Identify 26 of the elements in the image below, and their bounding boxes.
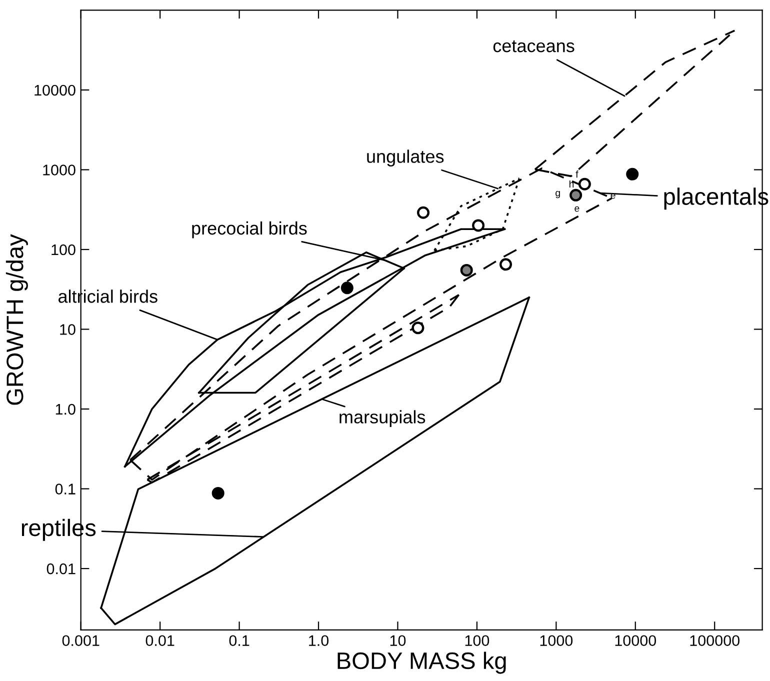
annotation: cetaceans — [493, 40, 574, 52]
y-tick-label: 10 — [60, 324, 76, 335]
y-tick-label: 1000 — [43, 164, 76, 176]
annotation: marsupials — [340, 410, 426, 428]
annotation: e — [574, 206, 580, 212]
y-tick-label: 100 — [52, 244, 76, 256]
y-tick-label: 0.01 — [46, 563, 76, 574]
x-tick-label: 0.01 — [146, 635, 174, 646]
x-tick-label: 0.001 — [62, 635, 100, 646]
x-tick-label: 1.0 — [309, 635, 329, 646]
x-tick-label: 100000 — [690, 635, 740, 646]
x-tick-label: 10 — [390, 635, 406, 646]
y-tick-label: 0.1 — [55, 484, 76, 494]
y-axis-title: GROWTH g/day — [6, 234, 28, 405]
x-axis-title: BODY MASS kg — [338, 652, 506, 674]
annotation: ungulates — [367, 150, 444, 166]
annotation: g — [556, 190, 560, 198]
annotation: precocial birds — [192, 221, 307, 238]
x-tick-label: 0.1 — [229, 635, 250, 646]
y-tick-label: 1.0 — [56, 404, 76, 415]
x-tick-label: 1000 — [540, 635, 573, 646]
annotation: f — [576, 170, 578, 178]
y-tick-label: 10000 — [34, 84, 76, 96]
annotation: h — [569, 180, 574, 188]
x-tick-label: 100 — [465, 635, 490, 646]
x-tick-label: 10000 — [615, 635, 656, 646]
